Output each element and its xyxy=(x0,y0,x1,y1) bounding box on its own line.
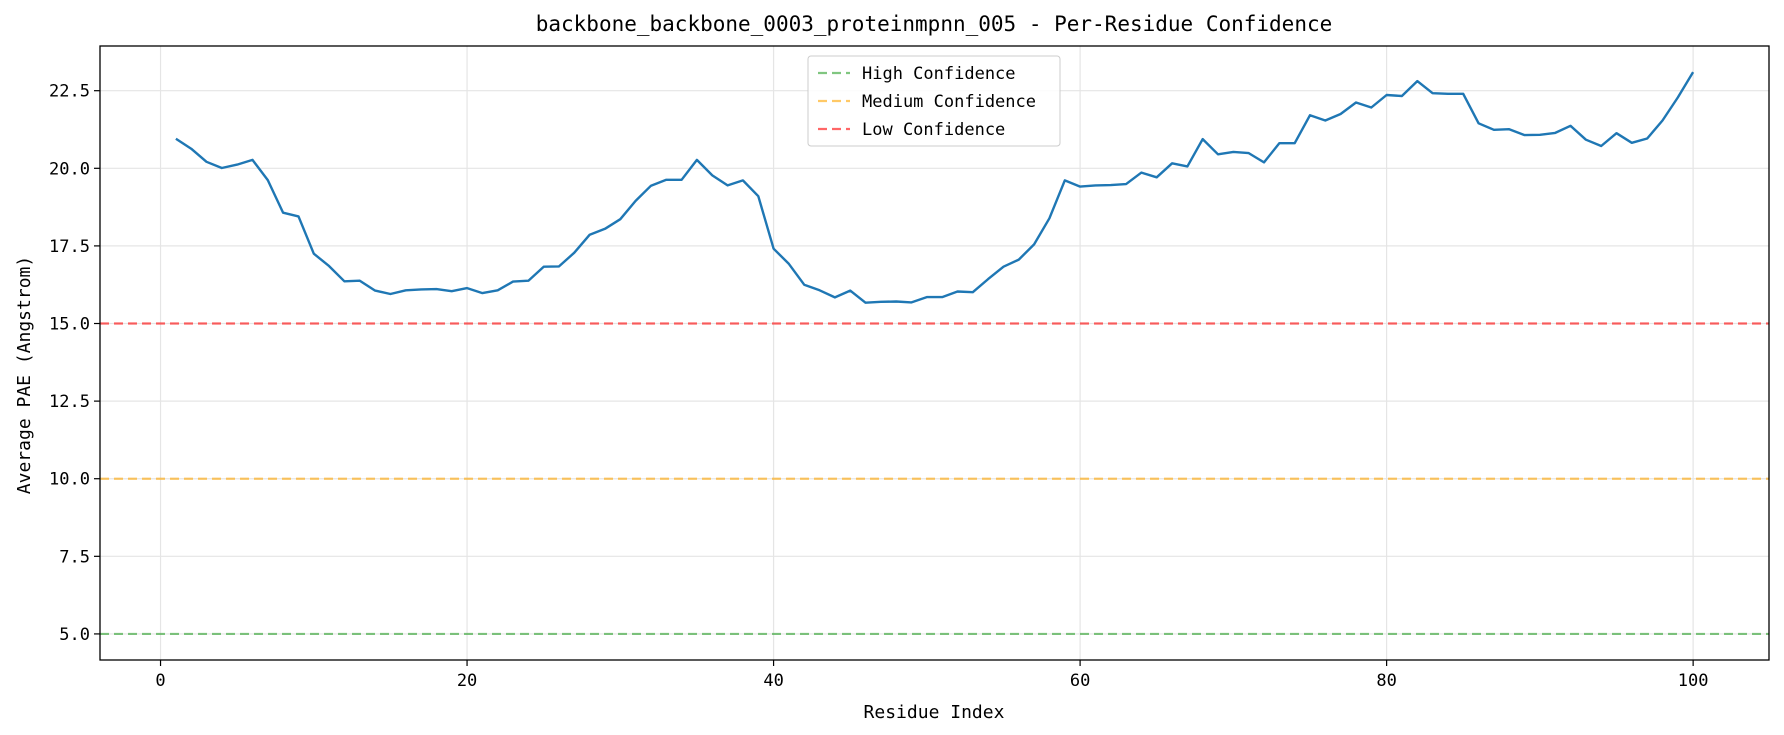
series-group xyxy=(175,71,1695,304)
x-tick-label: 40 xyxy=(763,671,783,691)
x-axis-label: Residue Index xyxy=(864,702,1005,723)
y-tick-label: 5.0 xyxy=(59,625,90,645)
y-tick-label: 10.0 xyxy=(49,470,90,490)
x-axis-ticks: 0 20 40 60 80 100 xyxy=(155,660,1708,691)
y-tick-label: 20.0 xyxy=(49,159,90,179)
y-tick-label: 17.5 xyxy=(49,237,90,257)
y-tick-label: 22.5 xyxy=(49,82,90,102)
reference-lines xyxy=(100,322,1769,636)
x-tick-label: 80 xyxy=(1376,671,1396,691)
x-tick-label: 60 xyxy=(1070,671,1090,691)
y-axis-ticks: 5.0 7.5 10.0 12.5 15.0 17.5 20.0 22.5 xyxy=(49,82,100,645)
x-tick-label: 0 xyxy=(155,671,165,691)
plot-frame xyxy=(99,45,1770,661)
y-tick-label: 7.5 xyxy=(59,547,90,567)
legend-box xyxy=(807,55,1061,147)
legend-label: Medium Confidence xyxy=(862,92,1036,112)
chart-title: backbone_backbone_0003_proteinmpnn_005 -… xyxy=(536,12,1333,36)
x-tick-label: 100 xyxy=(1678,671,1709,691)
y-tick-label: 15.0 xyxy=(49,315,90,335)
pae-series-line xyxy=(175,71,1695,304)
legend: High Confidence Medium Confidence Low Conf… xyxy=(807,55,1061,147)
legend-label: Low Confidence xyxy=(862,120,1005,140)
y-axis-label: Average PAE (Angstrom) xyxy=(14,256,35,494)
y-tick-label: 12.5 xyxy=(49,392,90,412)
legend-label: High Confidence xyxy=(862,64,1016,84)
x-tick-label: 20 xyxy=(457,671,477,691)
